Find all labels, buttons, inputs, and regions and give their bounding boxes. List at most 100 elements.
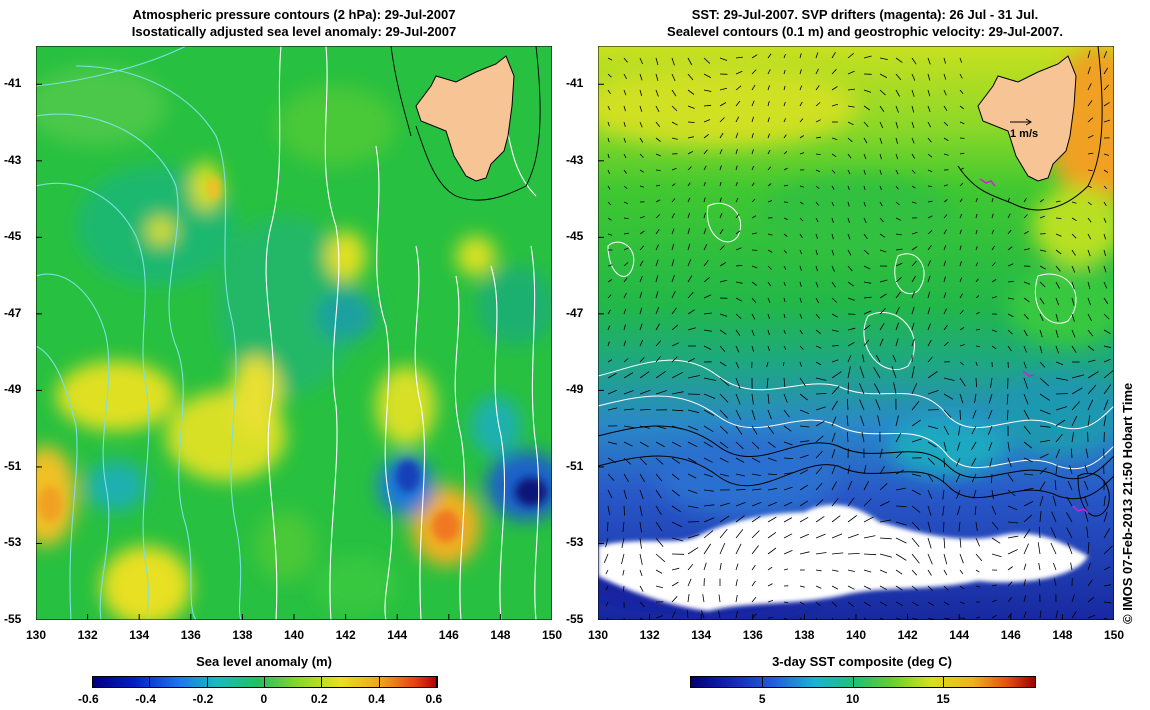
velocity-arrow [623,169,627,174]
velocity-arrow [1039,440,1051,443]
velocity-arrow [959,585,965,590]
velocity-arrow [895,185,899,190]
velocity-arrow [735,247,742,251]
velocity-arrow [895,105,899,113]
velocity-arrow [847,533,859,539]
velocity-arrow [863,516,874,523]
velocity-arrow [605,601,609,607]
x-tick-label: 134 [691,628,712,642]
velocity-arrow [751,425,758,435]
velocity-arrow [959,261,962,267]
velocity-arrow [1071,345,1077,353]
velocity-arrow [735,100,741,107]
tasmania-island-right [977,55,1077,182]
velocity-arrow [799,425,810,428]
velocity-arrow [655,489,662,499]
velocity-arrow [639,105,643,112]
velocity-arrow [687,243,691,251]
sst-colorbar-tick-mark [943,677,945,688]
drifter-track-1 [979,178,996,187]
tasmania-island-left [415,55,515,182]
velocity-arrow [863,265,871,270]
velocity-arrow [1023,377,1029,390]
velocity-arrow [859,382,865,395]
velocity-arrow [767,101,770,107]
velocity-arrow [639,89,643,97]
velocity-arrow [927,505,932,516]
velocity-arrow [895,291,901,299]
velocity-arrow [959,601,965,605]
velocity-arrow [879,553,892,558]
velocity-arrow [671,391,684,395]
velocity-arrow [1103,169,1109,173]
velocity-arrow [1103,584,1112,587]
shelf-contour-north [390,46,412,137]
velocity-arrow [767,393,770,404]
velocity-arrow [621,553,625,565]
velocity-arrow [719,148,723,155]
velocity-arrow [607,137,610,143]
velocity-arrow [831,515,841,523]
velocity-arrow [975,295,980,299]
velocity-arrow [1023,595,1026,603]
velocity-arrow [1103,102,1110,107]
velocity-arrow [687,292,694,299]
velocity-arrow [1084,465,1089,475]
velocity-arrow [783,568,789,571]
velocity-arrow [783,134,787,139]
velocity-arrow [815,169,821,173]
velocity-arrow [623,457,631,465]
velocity-arrow [943,184,948,187]
velocity-arrow [702,594,705,603]
velocity-arrow [703,393,716,399]
velocity-arrow [988,393,993,404]
velocity-arrow [1039,511,1042,523]
velocity-arrow [943,601,950,606]
velocity-arrow [863,498,872,507]
velocity-arrow [799,201,804,205]
velocity-arrow [639,441,649,448]
velocity-arrow [895,617,903,620]
velocity-arrow [655,73,659,82]
velocity-arrow [815,136,821,139]
velocity-arrow [671,213,675,219]
velocity-arrow [639,409,651,411]
velocity-arrow [623,292,627,299]
velocity-arrow [719,441,729,449]
velocity-arrow [991,489,994,500]
velocity-arrow [831,233,834,240]
velocity-arrow [911,231,918,235]
velocity-arrow [1007,441,1010,452]
velocity-arrow [943,137,949,141]
velocity-arrow [847,569,855,572]
velocity-arrow [879,501,890,507]
velocity-arrow [975,377,977,388]
velocity-arrow [735,265,743,267]
velocity-arrow [607,441,617,445]
velocity-arrow [671,505,681,513]
velocity-arrow [1087,562,1091,571]
velocity-arrow [719,181,722,187]
velocity-arrow [927,260,931,267]
velocity-arrow [943,324,948,331]
velocity-arrow [607,105,611,111]
velocity-arrow [831,313,839,318]
velocity-arrow [959,553,964,564]
velocity-arrow [799,101,803,107]
velocity-arrow [671,137,678,140]
velocity-arrow [831,400,838,411]
velocity-arrow [831,448,836,459]
velocity-arrow [783,377,786,388]
velocity-arrow [607,169,610,174]
velocity-arrow [1023,611,1027,619]
velocity-arrow [1087,134,1094,139]
sla-colorbar-tick-label: -0.4 [135,692,157,706]
velocity-arrow [1007,197,1010,203]
sla-colorbar-tick-label: 0.4 [368,692,385,706]
velocity-arrow [1083,496,1089,507]
y-tick-label: -45 [4,229,22,244]
velocity-arrow [703,504,715,507]
velocity-arrow [863,55,872,59]
velocity-arrow [799,516,809,523]
velocity-arrow [719,313,728,317]
